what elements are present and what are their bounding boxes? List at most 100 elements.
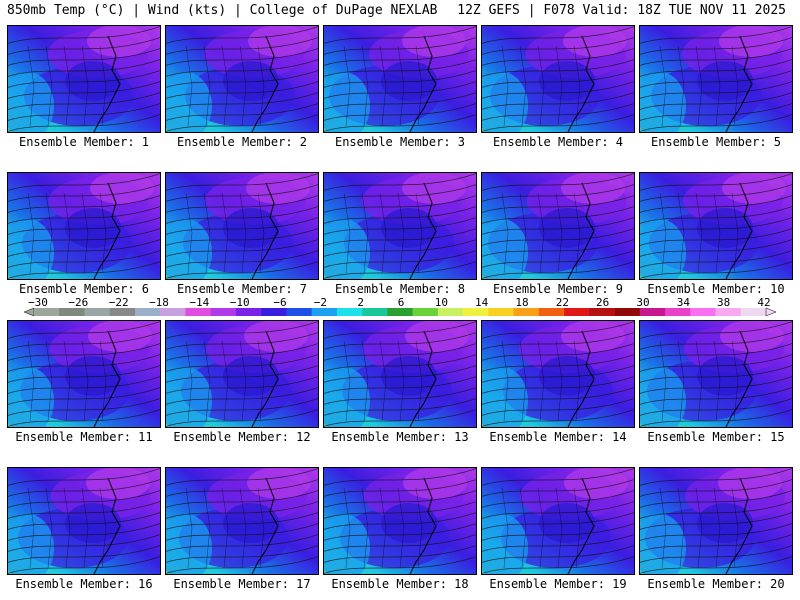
ensemble-map-panel — [7, 25, 161, 133]
colorbar-tick-label: 10 — [435, 296, 448, 309]
colorbar-tick-label: −30 — [28, 296, 48, 309]
colorbar-tick-label: 42 — [757, 296, 770, 309]
ensemble-member-label: Ensemble Member: 1 — [18, 135, 150, 149]
colorbar-swatch — [614, 308, 641, 316]
colorbar-tick-label: −14 — [189, 296, 209, 309]
colorbar-tick-label: −26 — [68, 296, 88, 309]
colorbar-swatch — [84, 308, 111, 316]
coastline — [93, 35, 121, 132]
colorbar-tick-label: 2 — [357, 296, 364, 309]
ensemble-member-label: Ensemble Member: 10 — [647, 282, 785, 296]
colorbar-tick-label: −22 — [109, 296, 129, 309]
coastline — [725, 477, 753, 574]
ensemble-member-label: Ensemble Member: 8 — [334, 282, 466, 296]
ensemble-map-panel — [323, 320, 477, 428]
colorbar-tick-label: 14 — [475, 296, 489, 309]
ensemble-map-panel — [7, 320, 161, 428]
ensemble-map-panel — [323, 467, 477, 575]
colorbar-swatch — [160, 308, 186, 316]
ensemble-member-label: Ensemble Member: 12 — [173, 430, 311, 444]
ensemble-member-label: Ensemble Member: 20 — [647, 577, 785, 591]
coastline — [725, 182, 753, 279]
colorbar-swatch — [185, 308, 211, 316]
ensemble-member-label: Ensemble Member: 17 — [173, 577, 311, 591]
coastline — [93, 330, 121, 427]
colorbar-swatch — [538, 308, 565, 316]
colorbar-swatch — [412, 308, 439, 316]
coastline — [251, 35, 279, 132]
colorbar-swatch — [463, 308, 489, 316]
colorbar-high-arrow — [765, 307, 777, 317]
ensemble-map-panel — [481, 172, 635, 280]
colorbar-swatch — [740, 308, 767, 316]
colorbar-tick-label: 30 — [636, 296, 649, 309]
colorbar-low-arrow — [23, 307, 35, 317]
coastline — [567, 35, 595, 132]
ensemble-map-panel — [323, 25, 477, 133]
colorbar-tick-label: 6 — [398, 296, 405, 309]
coastline — [409, 330, 437, 427]
colorbar-tick-label: −2 — [314, 296, 327, 309]
colorbar-swatch — [336, 308, 363, 316]
coastline — [93, 182, 121, 279]
coastline — [725, 330, 753, 427]
colorbar-swatch — [109, 308, 136, 316]
colorbar-swatch — [564, 308, 590, 316]
colorbar-swatch — [488, 308, 514, 316]
colorbar-swatch — [690, 308, 716, 316]
run-valid-time: 12Z GEFS | F078 Valid: 18Z TUE NOV 11 20… — [457, 3, 786, 18]
coastline — [93, 477, 121, 574]
ensemble-map-panel — [323, 172, 477, 280]
colorbar-swatch — [589, 308, 615, 316]
ensemble-member-label: Ensemble Member: 3 — [334, 135, 466, 149]
colorbar-swatch — [715, 308, 742, 316]
ensemble-map-panel — [639, 172, 793, 280]
coastline — [251, 330, 279, 427]
ensemble-member-label: Ensemble Member: 5 — [650, 135, 782, 149]
ensemble-member-label: Ensemble Member: 14 — [489, 430, 627, 444]
ensemble-member-label: Ensemble Member: 19 — [489, 577, 627, 591]
ensemble-map-panel — [7, 172, 161, 280]
coastline — [251, 477, 279, 574]
colorbar-swatch — [235, 308, 262, 316]
coastline — [567, 330, 595, 427]
map-title: 850mb Temp (°C) | Wind (kts) | College o… — [7, 3, 438, 18]
ensemble-map-panel — [639, 467, 793, 575]
colorbar-swatch — [639, 308, 666, 316]
colorbar-swatch — [286, 308, 312, 316]
colorbar-swatch — [34, 308, 60, 316]
ensemble-map-panel — [481, 25, 635, 133]
colorbar-swatch — [134, 308, 161, 316]
colorbar-swatch — [59, 308, 85, 316]
colorbar-swatch — [437, 308, 464, 316]
ensemble-member-label: Ensemble Member: 16 — [15, 577, 153, 591]
ensemble-member-label: Ensemble Member: 7 — [176, 282, 308, 296]
coastline — [725, 35, 753, 132]
ensemble-map-panel — [639, 320, 793, 428]
coastline — [567, 182, 595, 279]
temperature-colorbar: −30 −26 −22 −18 −14 −10 −6 −2 2 6 10 14 18 22 26 30 34 38… — [23, 296, 777, 317]
coastline — [251, 182, 279, 279]
coastline — [409, 477, 437, 574]
ensemble-member-label: Ensemble Member: 13 — [331, 430, 469, 444]
ensemble-member-label: Ensemble Member: 11 — [15, 430, 153, 444]
ensemble-member-label: Ensemble Member: 18 — [331, 577, 469, 591]
ensemble-map-panel — [639, 25, 793, 133]
colorbar-swatch — [362, 308, 388, 316]
colorbar-tick-label: 18 — [515, 296, 528, 309]
colorbar-tick-label: −18 — [149, 296, 169, 309]
colorbar-swatch — [311, 308, 338, 316]
ensemble-member-label: Ensemble Member: 15 — [647, 430, 785, 444]
ensemble-member-label: Ensemble Member: 9 — [492, 282, 624, 296]
colorbar-swatch — [513, 308, 540, 316]
colorbar-tick-label: 34 — [677, 296, 691, 309]
ensemble-map-panel — [481, 467, 635, 575]
coastline — [409, 35, 437, 132]
colorbar-swatch — [261, 308, 287, 316]
colorbar-swatch — [210, 308, 237, 316]
colorbar-tick-label: 26 — [596, 296, 609, 309]
coastline — [567, 477, 595, 574]
colorbar-swatch — [665, 308, 691, 316]
ensemble-map-panel — [481, 320, 635, 428]
coastline — [409, 182, 437, 279]
